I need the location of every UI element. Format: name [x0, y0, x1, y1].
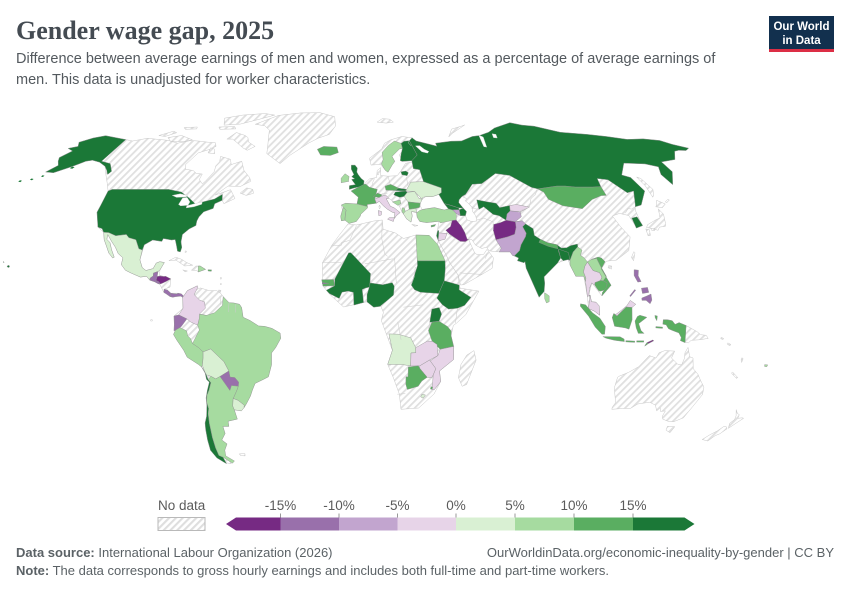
svg-text:5%: 5% [505, 498, 525, 513]
svg-text:-15%: -15% [265, 498, 297, 513]
svg-text:15%: 15% [619, 498, 646, 513]
svg-text:0%: 0% [446, 498, 466, 513]
svg-text:-10%: -10% [323, 498, 355, 513]
svg-text:No data: No data [158, 498, 206, 513]
svg-text:10%: 10% [560, 498, 587, 513]
svg-text:-5%: -5% [385, 498, 409, 513]
